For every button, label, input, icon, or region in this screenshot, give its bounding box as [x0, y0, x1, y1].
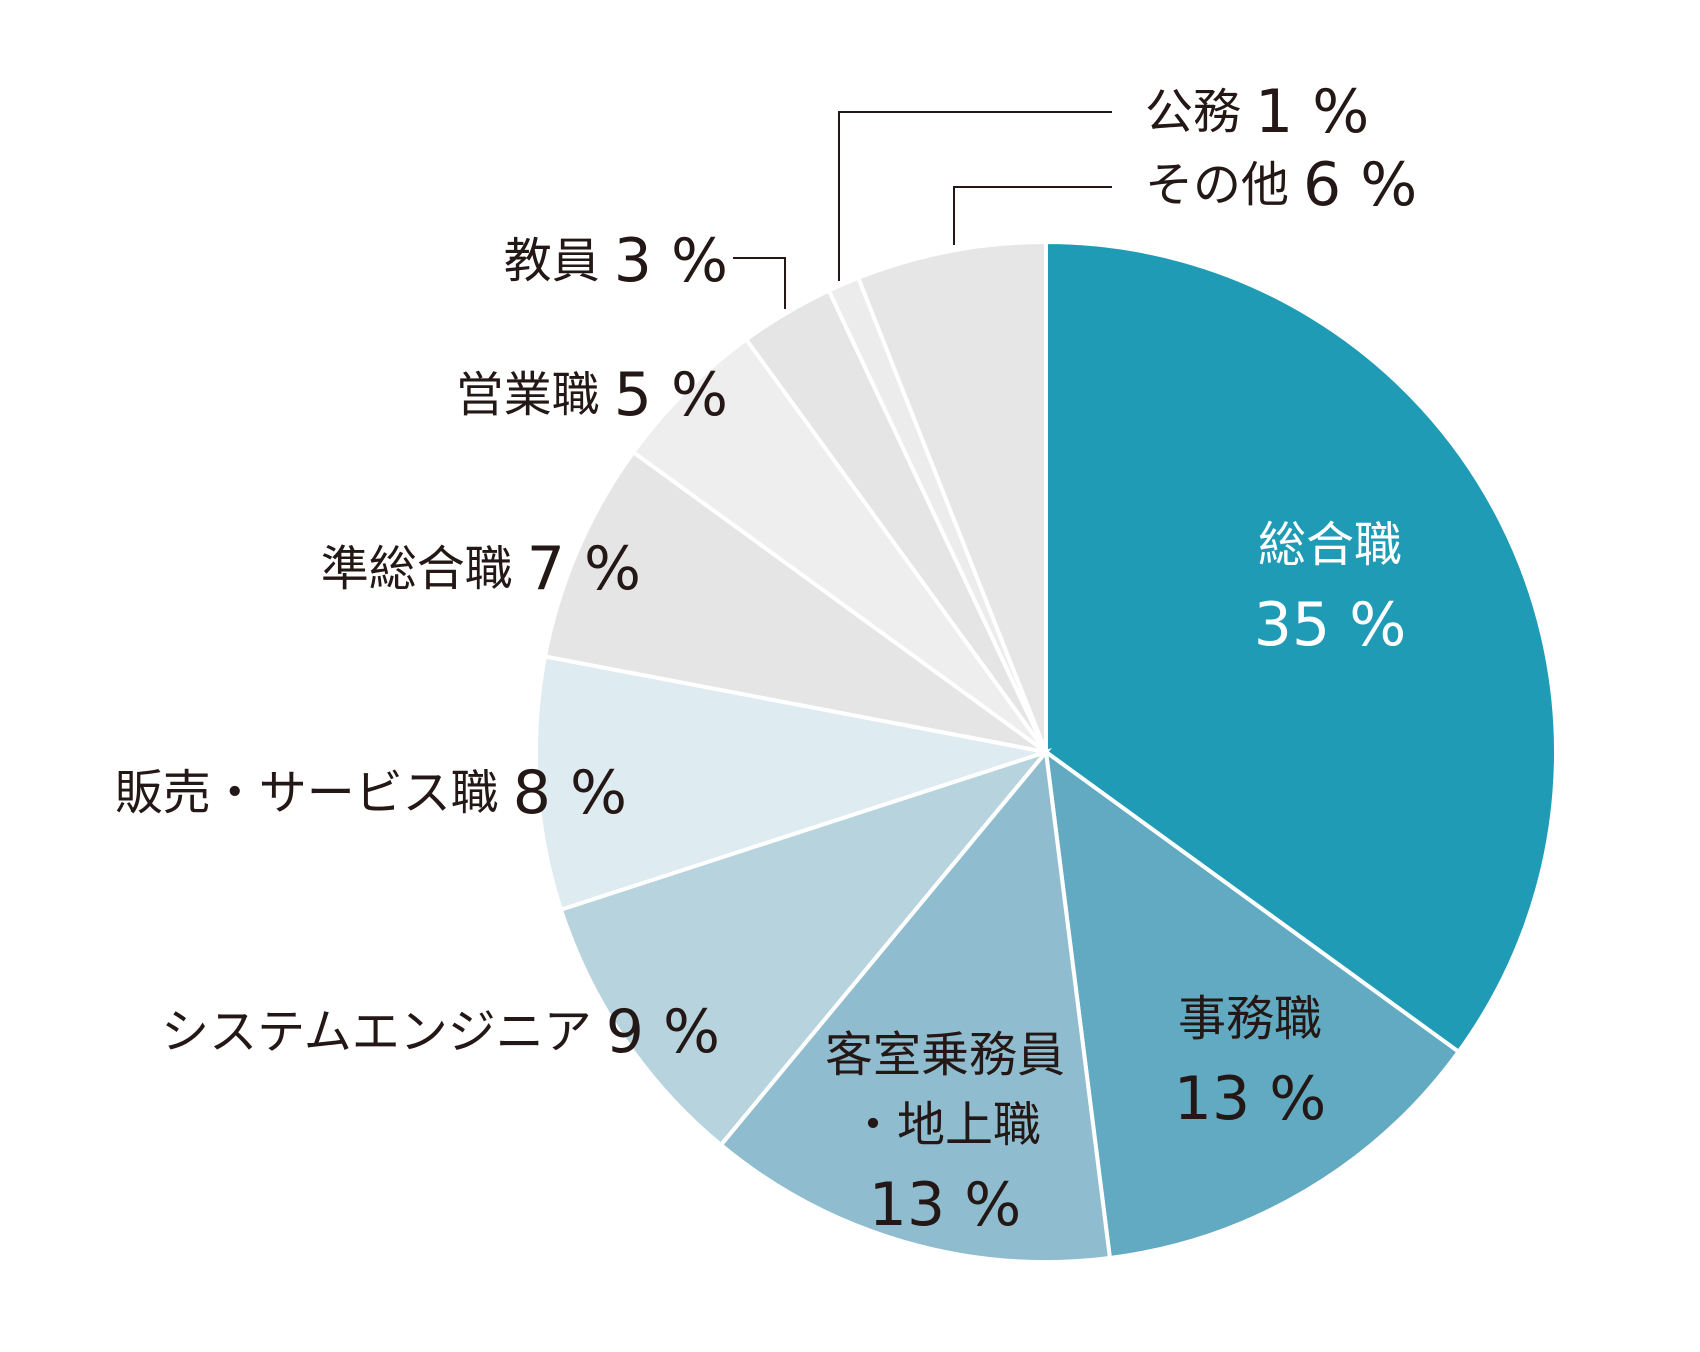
value-label: 13 % [1174, 1064, 1326, 1134]
category-label: システムエンジニア [161, 1004, 592, 1060]
data-label: 販売・サービス職 8 % [115, 758, 627, 828]
category-line: 客室乗務員 [825, 1027, 1065, 1083]
pie-slice [1043, 747, 1462, 1261]
pie-slice [630, 336, 1048, 754]
category-line: 総合職 [1258, 517, 1402, 573]
pie-slice [558, 747, 1052, 1148]
category-label: 総合職 [1258, 517, 1402, 573]
data-label: 準総合職 7 % [321, 534, 641, 604]
category-label: 営業職 [456, 367, 600, 423]
category-line: 事務職 [1178, 991, 1322, 1047]
value-label: 1 % [1255, 77, 1369, 147]
pie-slice [718, 747, 1113, 1264]
data-label: 総合職 35 % [1254, 517, 1406, 660]
pie-slice [534, 654, 1047, 913]
category-label: 客室乗務員・地上職 [825, 1027, 1065, 1153]
value-label: 13 % [869, 1170, 1021, 1240]
pie-slice [542, 449, 1048, 754]
data-label: 営業職 5 % [456, 360, 728, 430]
value-label: 8 % [513, 758, 627, 828]
category-label: 事務職 [1178, 991, 1322, 1047]
value-label: 6 % [1303, 150, 1417, 220]
category-label: 公務 [1145, 84, 1241, 140]
category-line: ・地上職 [849, 1097, 1041, 1153]
data-label: 教員 3 % [504, 226, 728, 296]
data-label: 公務 1 % [1145, 77, 1369, 147]
pie-slice [855, 239, 1048, 753]
value-label: 35 % [1254, 590, 1406, 660]
leader-line [953, 186, 1112, 245]
category-label: 準総合職 [321, 541, 513, 597]
data-label: その他 6 % [1145, 150, 1417, 220]
data-label: 事務職 13 % [1174, 991, 1326, 1134]
leader-lines [733, 111, 1112, 309]
value-label: 7 % [527, 534, 641, 604]
pie-slice [1044, 239, 1558, 1055]
category-label: 教員 [504, 233, 600, 289]
data-label: システムエンジニア 9 % [161, 997, 720, 1067]
data-label: 客室乗務員・地上職 13 % [825, 1027, 1065, 1240]
leader-line [838, 111, 1112, 281]
value-label: 3 % [614, 226, 728, 296]
category-label: その他 [1145, 157, 1289, 213]
category-label: 販売・サービス職 [115, 765, 499, 821]
value-label: 9 % [606, 997, 720, 1067]
value-label: 5 % [614, 360, 728, 430]
leader-line [733, 257, 786, 309]
